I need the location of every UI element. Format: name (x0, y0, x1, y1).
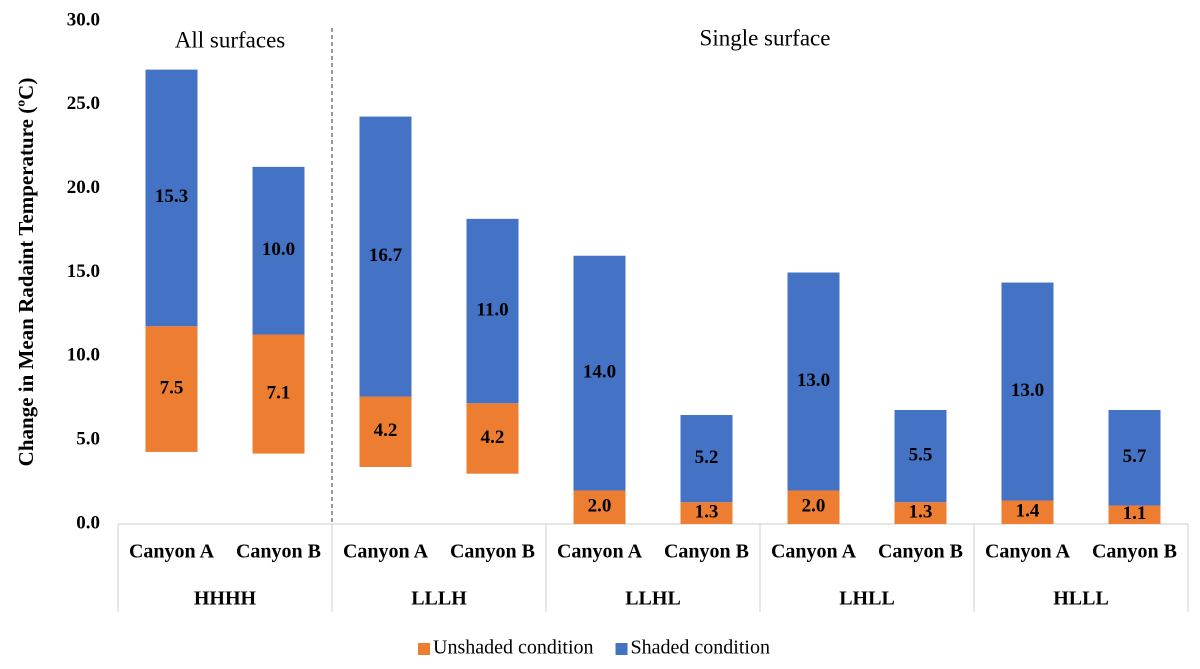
bar-segment (894, 502, 947, 524)
y-tick-label: 20.0 (67, 177, 100, 198)
bar-segment (1001, 500, 1054, 524)
value-label: 1.3 (909, 501, 933, 522)
group-label: HHHH (194, 588, 257, 610)
bar-segment (252, 166, 305, 335)
value-label: 5.7 (1123, 446, 1147, 467)
value-label: 2.0 (802, 496, 826, 517)
y-tick-label: 0.0 (76, 512, 100, 533)
value-label: 16.7 (369, 245, 403, 266)
value-label: 1.1 (1123, 503, 1147, 524)
x-tick-label: Canyon B (664, 541, 749, 563)
group-label: HLLL (1053, 588, 1109, 610)
bar-segment (573, 255, 626, 491)
value-label: 4.2 (374, 420, 398, 441)
bar-segment (145, 326, 198, 452)
x-tick-label: Canyon A (771, 541, 857, 563)
bar-base (146, 452, 198, 524)
legend-label: Shaded condition (631, 637, 770, 659)
legend-swatch (418, 643, 430, 655)
y-tick-label: 25.0 (67, 93, 100, 114)
bar-base (360, 467, 412, 524)
y-tick-label: 15.0 (67, 261, 100, 282)
value-label: 7.1 (267, 382, 291, 403)
bar-segment (787, 490, 840, 524)
bar-base (253, 454, 305, 524)
annotation: Single surface (700, 25, 831, 50)
value-label: 5.5 (909, 444, 933, 465)
y-tick-label: 5.0 (76, 429, 100, 450)
group-label: LLLH (411, 588, 467, 610)
value-label: 7.5 (160, 377, 184, 398)
legend-swatch (615, 643, 628, 655)
x-tick-label: Canyon B (236, 541, 321, 563)
bar-segment (252, 334, 305, 454)
x-tick-label: Canyon B (878, 541, 963, 563)
value-label: 1.4 (1016, 501, 1040, 522)
x-tick-label: Canyon A (557, 541, 643, 563)
x-tick-label: Canyon A (985, 541, 1071, 563)
bar-segment (680, 415, 733, 503)
bar-segment (787, 272, 840, 491)
value-label: 4.2 (481, 427, 505, 448)
bar-segment (359, 396, 412, 467)
y-axis-label: Change in Mean Radaint Temperature (ºC) (14, 78, 38, 467)
bar-segment (1001, 282, 1054, 501)
value-label: 13.0 (1011, 380, 1044, 401)
value-label: 2.0 (588, 496, 612, 517)
value-label: 1.3 (695, 501, 719, 522)
bar-segment (145, 69, 198, 327)
value-label: 15.3 (155, 186, 188, 207)
value-label: 11.0 (476, 299, 508, 320)
legend-label: Unshaded condition (433, 637, 594, 659)
bar-segment (359, 116, 412, 397)
value-label: 5.2 (695, 447, 719, 468)
x-tick-label: Canyon B (450, 541, 535, 563)
bar-segment (1108, 409, 1161, 506)
bar-segment (680, 502, 733, 524)
group-label: LLHL (625, 588, 681, 610)
group-label: LHLL (839, 588, 895, 610)
bar-segment (466, 218, 519, 404)
y-tick-label: 10.0 (67, 345, 100, 366)
value-label: 13.0 (797, 370, 830, 391)
bar-segment (573, 490, 626, 524)
bar-base (467, 474, 519, 524)
value-label: 10.0 (262, 239, 295, 260)
y-tick-label: 30.0 (67, 9, 100, 30)
bar-segment (1108, 505, 1161, 524)
x-tick-label: Canyon B (1092, 541, 1177, 563)
x-tick-label: Canyon A (129, 541, 215, 563)
x-tick-label: Canyon A (343, 541, 429, 563)
annotation: All surfaces (175, 27, 286, 52)
bar-segment (894, 409, 947, 503)
bar-segment (466, 403, 519, 474)
value-label: 14.0 (583, 361, 616, 382)
